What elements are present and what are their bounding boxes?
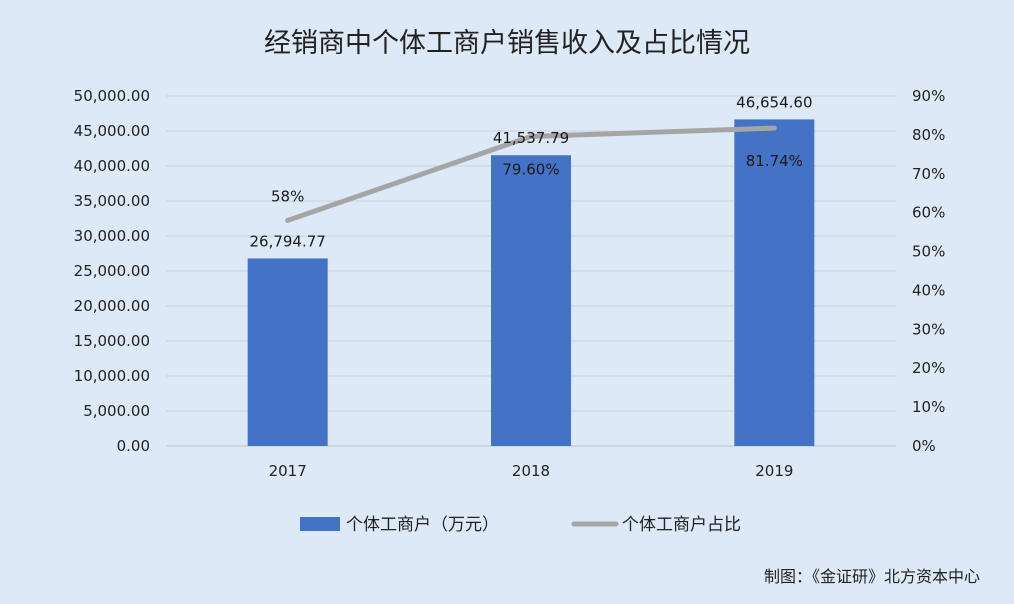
y-left-tick-label: 35,000.00 <box>74 192 150 210</box>
bar <box>734 119 815 447</box>
y-right-tick-label: 60% <box>912 204 945 222</box>
y-left-tick-label: 15,000.00 <box>74 332 150 350</box>
axis-labels: 0.00 5,000.00 10,000.00 15,000.00 20,000.00 2… <box>74 87 946 480</box>
legend-label: 个体工商户占比 <box>622 515 741 535</box>
y-right-tick-label: 40% <box>912 281 945 299</box>
legend-label: 个体工商户（万元） <box>346 515 499 535</box>
legend-bar-swatch <box>300 517 340 531</box>
bar-value-label: 46,654.60 <box>736 93 812 111</box>
x-tick-label: 2018 <box>512 462 550 480</box>
y-right-tick-label: 30% <box>912 320 945 338</box>
line-value-label: 58% <box>271 187 304 205</box>
chart-title: 经销商中个体工商户销售收入及占比情况 <box>264 28 750 59</box>
bar-value-label: 41,537.79 <box>493 129 569 147</box>
credit-text: 制图：《金证研》北方资本中心 <box>764 567 980 586</box>
y-right-tick-label: 80% <box>912 126 945 144</box>
bar <box>247 258 328 446</box>
line-value-label: 81.74% <box>746 152 803 170</box>
y-left-tick-label: 50,000.00 <box>74 87 150 105</box>
y-left-tick-label: 25,000.00 <box>74 262 150 280</box>
bar <box>491 155 571 446</box>
share-line <box>285 125 777 223</box>
data-labels: 26,794.77 41,537.79 46,654.60 58% 79.60% 81.7… <box>249 93 812 250</box>
bar-value-label: 26,794.77 <box>249 232 325 250</box>
y-right-tick-label: 20% <box>912 359 945 377</box>
x-tick-label: 2017 <box>269 462 307 480</box>
line-value-label: 79.60% <box>502 160 559 178</box>
x-tick-label: 2019 <box>755 462 793 480</box>
y-left-tick-label: 5,000.00 <box>83 402 150 420</box>
line-series <box>285 125 777 223</box>
y-left-tick-label: 0.00 <box>117 437 150 455</box>
legend: 个体工商户（万元） 个体工商户占比 <box>300 515 741 535</box>
y-left-tick-label: 30,000.00 <box>74 227 150 245</box>
y-left-tick-label: 40,000.00 <box>74 157 150 175</box>
y-right-tick-label: 70% <box>912 165 945 183</box>
y-left-tick-label: 20,000.00 <box>74 297 150 315</box>
y-left-tick-label: 45,000.00 <box>74 122 150 140</box>
y-left-tick-label: 10,000.00 <box>74 367 150 385</box>
bar-series <box>247 119 815 447</box>
y-right-tick-label: 90% <box>912 87 945 105</box>
y-right-tick-label: 0% <box>912 437 936 455</box>
y-right-tick-label: 50% <box>912 243 945 261</box>
y-right-tick-label: 10% <box>912 398 945 416</box>
